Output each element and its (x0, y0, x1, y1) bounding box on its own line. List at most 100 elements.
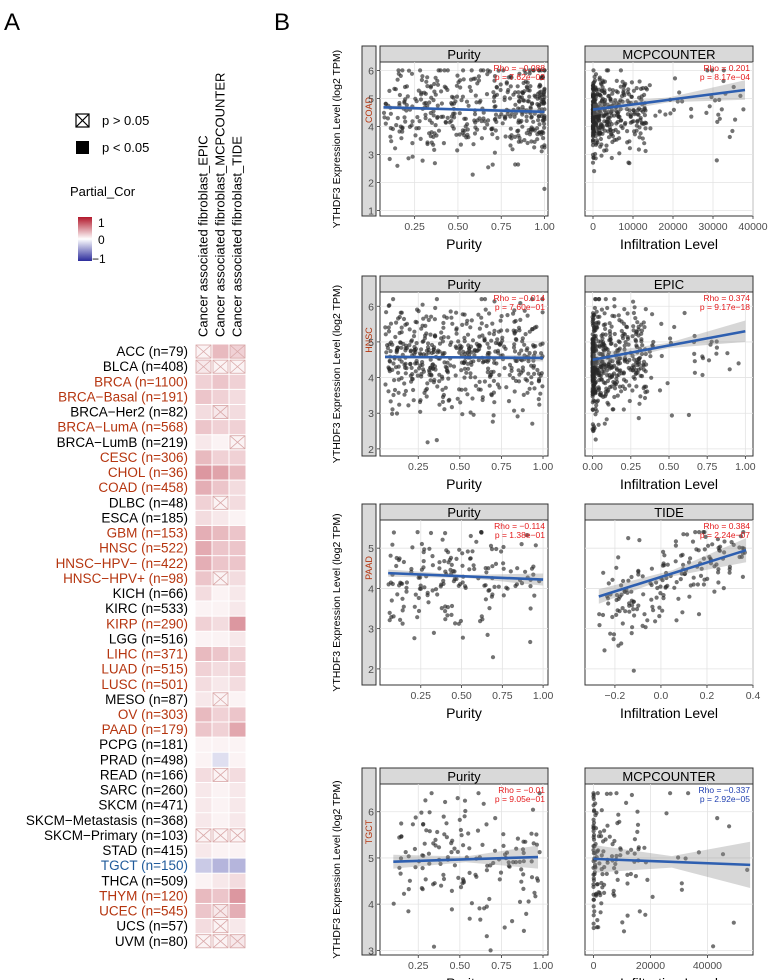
scatter-row: YTHDF3 Expression Level (log2 TPM) COADPu… (331, 45, 768, 252)
data-point (699, 566, 704, 571)
data-point (397, 402, 402, 407)
x-tick-label: 0.75 (491, 960, 512, 972)
data-point (607, 834, 612, 839)
data-point (629, 80, 635, 85)
data-point (600, 126, 605, 131)
data-point (605, 119, 611, 124)
data-point (498, 870, 504, 875)
data-point (631, 324, 636, 329)
data-point (476, 78, 482, 83)
data-point (542, 186, 547, 191)
data-point (426, 851, 431, 856)
x-tick-label: 0.75 (491, 221, 512, 233)
data-point (452, 576, 457, 582)
data-point (524, 911, 529, 917)
data-point (539, 68, 544, 73)
data-point (648, 354, 653, 359)
data-point (639, 331, 644, 336)
data-point (437, 379, 442, 384)
data-point (517, 859, 522, 865)
data-point (605, 823, 610, 828)
data-point (516, 133, 521, 138)
data-point (612, 394, 617, 400)
heatmap-cell (229, 420, 246, 435)
data-point (520, 124, 525, 129)
heatmap-cell (195, 692, 212, 707)
heatmap-cell (212, 344, 229, 359)
data-point (435, 829, 440, 835)
data-point (492, 400, 497, 405)
data-point (441, 320, 446, 326)
data-point (403, 371, 408, 376)
data-point (489, 547, 495, 552)
data-point (658, 591, 663, 596)
data-point (727, 824, 732, 829)
data-point (672, 76, 678, 81)
data-point (443, 609, 448, 614)
data-point (509, 368, 514, 373)
panel-label-b: B (274, 9, 290, 36)
x-axis-label: Purity (446, 705, 482, 721)
data-point (506, 860, 511, 865)
p-value-label: p = 7.62e−02 (495, 72, 545, 82)
y-tick-label: 3 (368, 149, 374, 161)
color-scale-tick-neg1: −1 (92, 252, 106, 266)
data-point (611, 371, 617, 376)
data-point (445, 360, 450, 365)
heatmap-row-label: OV (n=303) (118, 707, 188, 722)
data-point (383, 332, 388, 337)
data-point (516, 106, 521, 111)
data-point (654, 580, 659, 585)
data-point (716, 545, 721, 551)
data-point (518, 139, 524, 144)
heatmap-cell (229, 510, 246, 525)
data-point (415, 373, 420, 378)
data-point (637, 909, 642, 914)
data-point (522, 308, 527, 313)
data-point (396, 370, 401, 375)
data-point (388, 111, 393, 116)
regression-line (592, 329, 746, 362)
data-point (445, 115, 450, 120)
x-tick-label: 20000 (658, 221, 687, 233)
data-point (650, 604, 655, 609)
heatmap-cell (229, 692, 246, 707)
data-point (519, 370, 524, 375)
data-point (459, 387, 464, 392)
plot-area (584, 519, 754, 686)
data-point (455, 849, 460, 855)
data-point (512, 389, 517, 394)
heatmap-cell (229, 631, 246, 646)
data-point (632, 376, 637, 381)
data-point (702, 547, 707, 552)
heatmap-cell (195, 722, 212, 737)
cancer-strip (361, 503, 377, 686)
heatmap-cell (195, 586, 212, 601)
data-point (511, 375, 516, 381)
data-point (423, 112, 428, 117)
heatmap-row-label: LGG (n=516) (109, 631, 188, 646)
data-point (505, 112, 510, 117)
data-point (476, 791, 481, 796)
data-point (487, 383, 492, 388)
data-point (449, 841, 454, 846)
heatmap-cell (212, 752, 229, 767)
data-point (639, 351, 645, 357)
data-point (616, 130, 621, 135)
data-point (493, 104, 498, 109)
data-point (467, 84, 472, 90)
data-point (433, 837, 438, 843)
heatmap-cell (195, 858, 212, 873)
data-point (445, 613, 450, 618)
data-point (392, 86, 397, 91)
data-point (619, 389, 624, 394)
data-point (531, 564, 536, 569)
data-point (425, 440, 430, 445)
facet-strip-label: Purity (447, 769, 481, 784)
data-point (693, 530, 698, 535)
data-point (594, 893, 599, 898)
data-point (455, 796, 460, 801)
x-tick-label: 20000 (636, 960, 665, 972)
data-point (606, 129, 611, 134)
heatmap-row-label: PAAD (n=179) (102, 722, 188, 737)
